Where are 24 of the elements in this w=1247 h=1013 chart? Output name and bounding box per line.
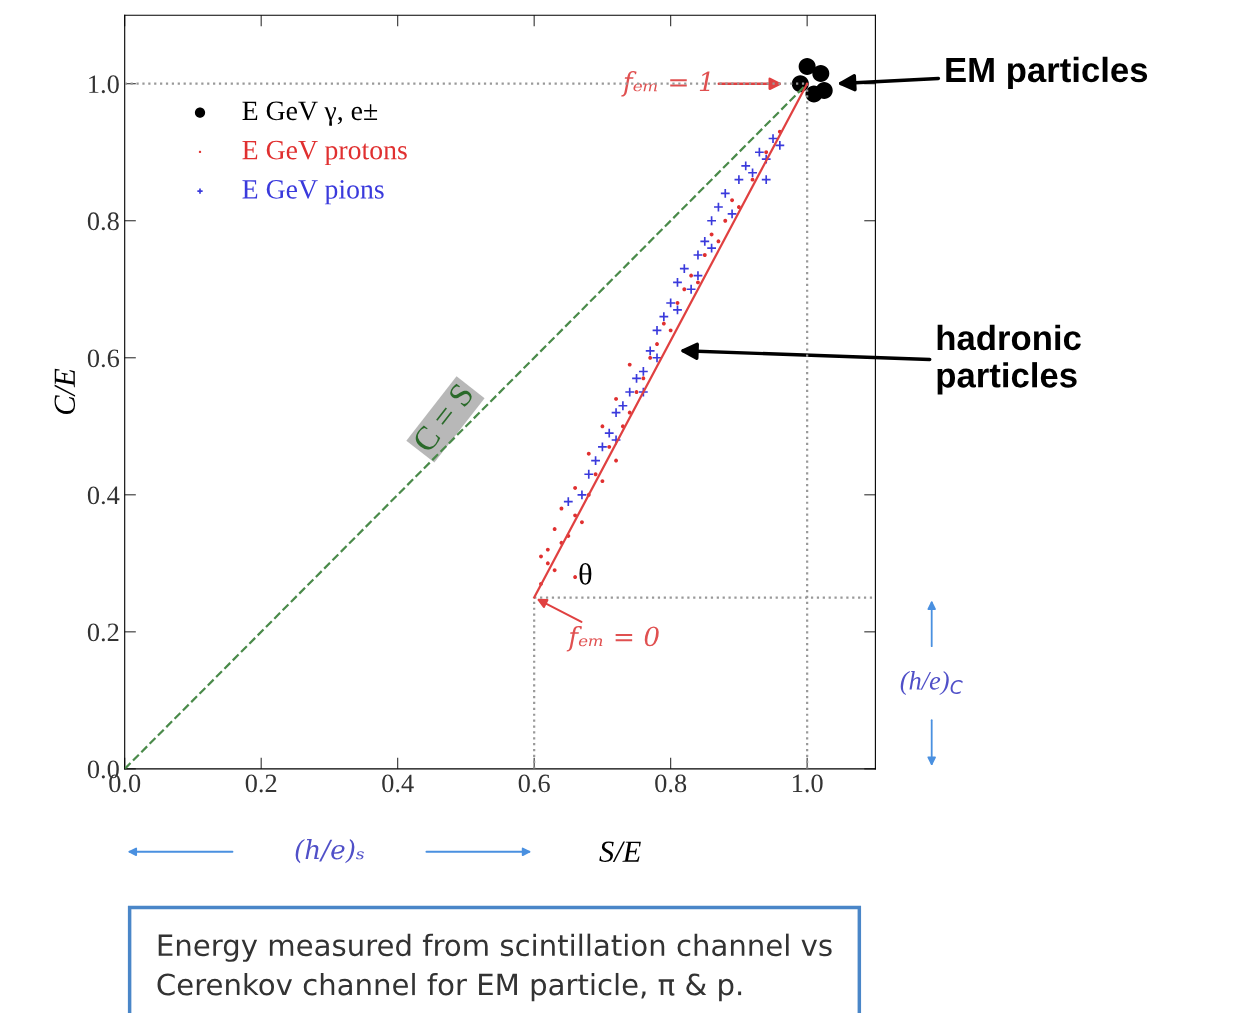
y-tick-label: 0.6 [87, 349, 120, 368]
text: hadronic particles [937, 324, 1081, 395]
x-axis-title: S/E [599, 841, 641, 862]
y-axis-title: C/E [54, 368, 76, 415]
text: Energy measured from scintillation channel vs Cerenkov channel for EM particle, π & p. [157, 933, 832, 1002]
annotation: fₑₘ = 0 [566, 625, 659, 652]
y-tick-label: 0.2 [87, 623, 119, 642]
text: (h/e)$_{C}$ [900, 671, 963, 696]
y-tick-label: 1.0 [89, 75, 119, 94]
legend-label: E GeV pions [242, 180, 384, 205]
text: (h/e)ₛ [295, 839, 364, 864]
x-tick-label: 0.8 [655, 774, 687, 793]
legend-label: E GeV γ, e± [242, 101, 378, 126]
annotation: θ [579, 563, 592, 585]
annotation: C = S [411, 382, 475, 454]
text: EM particles [946, 56, 1148, 90]
x-tick-label: 0.2 [245, 774, 277, 793]
x-tick-label: 1.0 [792, 774, 823, 793]
y-tick-label: 0.8 [87, 212, 119, 231]
x-tick-label: 0.6 [518, 774, 550, 793]
y-tick-label: 0.4 [87, 486, 120, 505]
legend-label: E GeV protons [242, 140, 407, 166]
annotation: fₑₘ = 1 [621, 71, 710, 97]
x-tick-label: 0.4 [382, 774, 414, 793]
